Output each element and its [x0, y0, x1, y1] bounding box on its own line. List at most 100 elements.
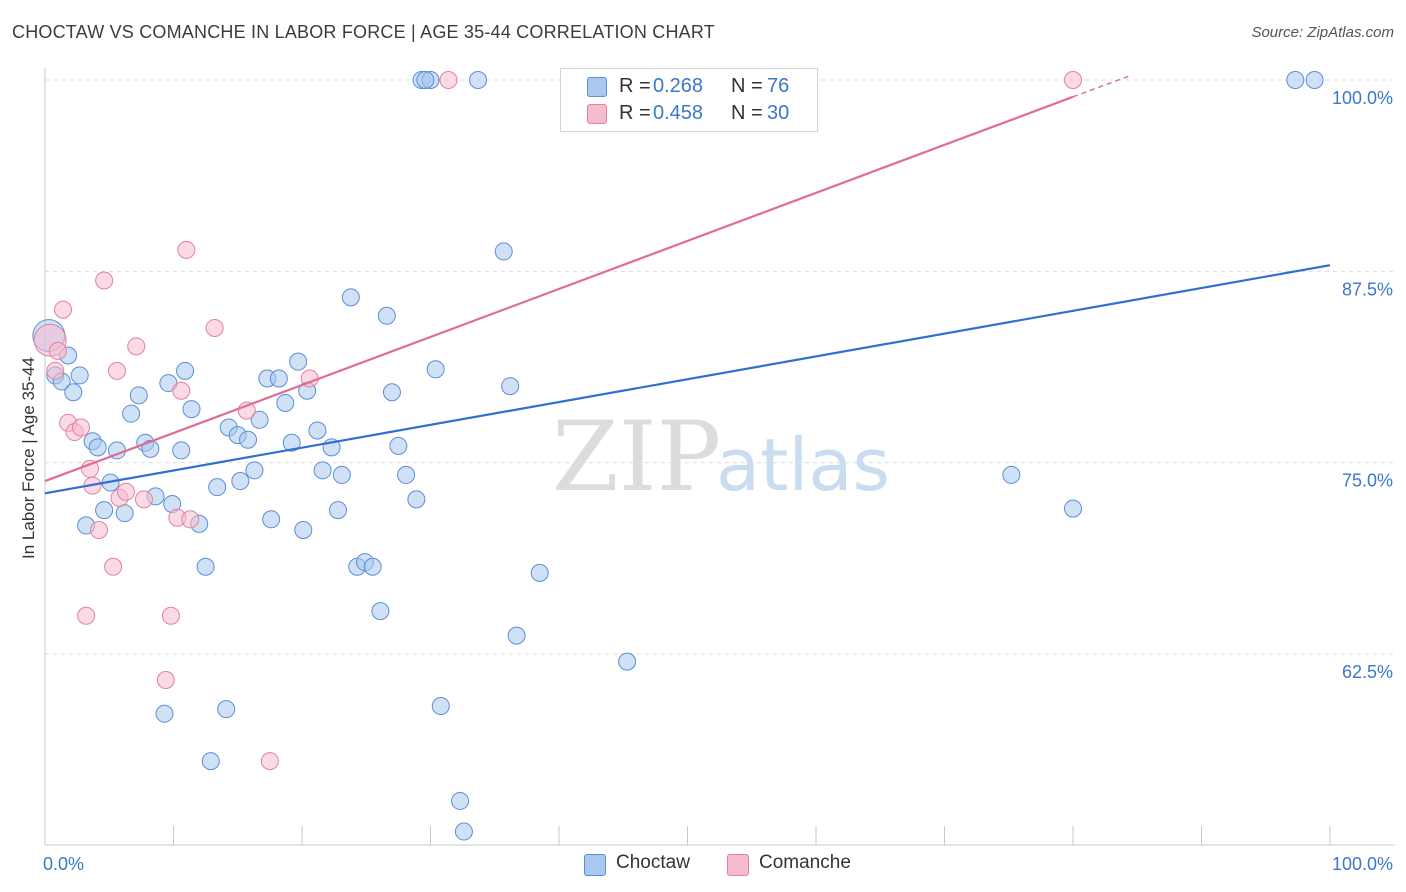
choctaw-point: [141, 439, 160, 458]
comanche-point: [48, 341, 67, 360]
choctaw-point: [129, 386, 148, 405]
choctaw-point: [282, 433, 301, 452]
bottom-legend-swatch-comanche: [727, 854, 749, 876]
legend-n-label: N =: [731, 102, 763, 124]
choctaw-trendline: [44, 264, 1331, 495]
choctaw-point: [530, 563, 549, 582]
choctaw-point: [371, 602, 390, 621]
legend-box: R = 0.268 N = 76 R = 0.458 N = 30: [560, 68, 818, 132]
choctaw-point: [1305, 71, 1324, 89]
comanche-point: [172, 381, 191, 400]
y-tick-label: 75.0%: [1342, 471, 1393, 491]
choctaw-point: [269, 369, 288, 388]
choctaw-point: [469, 71, 488, 89]
choctaw-point: [618, 652, 637, 671]
choctaw-point: [397, 465, 416, 484]
tick-labels: 100.0% 87.5% 75.0% 62.5% 0.0% 100.0%: [43, 88, 1393, 874]
choctaw-point: [208, 478, 227, 497]
comanche-point: [127, 337, 146, 356]
watermark-atlas: atlas: [716, 423, 890, 507]
choctaw-point: [64, 383, 83, 402]
axes: [44, 68, 1395, 846]
comanche-point: [46, 361, 65, 380]
legend-r-label: R =: [619, 102, 651, 124]
comanche-points: [33, 71, 1082, 771]
choctaw-point: [363, 557, 382, 576]
comanche-point: [77, 606, 96, 625]
choctaw-point: [122, 404, 141, 423]
bottom-legend-label-comanche: Comanche: [759, 852, 851, 873]
comanche-point: [181, 510, 200, 529]
comanche-point: [156, 671, 175, 690]
choctaw-point: [494, 242, 513, 261]
y-axis-label: In Labor Force | Age 35-44: [19, 357, 38, 559]
choctaw-point: [276, 393, 295, 412]
choctaw-point: [294, 521, 313, 540]
x-tick-label-min: 0.0%: [43, 854, 84, 874]
choctaw-point: [115, 504, 134, 523]
choctaw-point: [289, 352, 308, 371]
choctaw-point: [70, 366, 89, 385]
legend-r-label: R =: [619, 75, 651, 97]
comanche-point: [177, 240, 196, 259]
choctaw-point: [201, 752, 220, 771]
y-tick-label: 100.0%: [1332, 88, 1393, 108]
choctaw-point: [196, 557, 215, 576]
choctaw-point: [389, 436, 408, 455]
chart-title: CHOCTAW VS COMANCHE IN LABOR FORCE | AGE…: [12, 22, 715, 42]
choctaw-point: [407, 490, 426, 509]
grid-lines: [45, 79, 1395, 655]
choctaw-point: [426, 360, 445, 379]
choctaw-point: [155, 704, 174, 723]
choctaw-point: [1064, 499, 1082, 518]
bottom-legend-swatch-choctaw: [584, 854, 606, 876]
watermark-zip: ZIP: [552, 401, 721, 513]
choctaw-point: [377, 306, 396, 325]
choctaw-point: [431, 697, 450, 716]
comanche-point: [134, 490, 153, 509]
choctaw-point: [501, 377, 520, 396]
choctaw-point: [507, 626, 526, 645]
choctaw-point: [308, 421, 327, 440]
choctaw-point: [217, 700, 236, 719]
choctaw-point: [1002, 465, 1021, 484]
choctaw-point: [88, 438, 107, 457]
comanche-point: [260, 752, 279, 771]
comanche-point: [104, 557, 123, 576]
choctaw-point: [245, 461, 264, 480]
comanche-point: [1064, 71, 1082, 89]
choctaw-point: [341, 288, 360, 307]
choctaw-point: [416, 71, 435, 89]
source-label: Source: ZipAtlas.com: [1251, 24, 1394, 41]
watermark: ZIP atlas: [552, 401, 890, 513]
comanche-point: [71, 418, 90, 437]
x-tick-label-max: 100.0%: [1332, 854, 1393, 874]
comanche-point: [116, 482, 135, 501]
choctaw-point: [182, 400, 201, 419]
choctaw-point: [95, 501, 114, 520]
legend-r-value: 0.458: [653, 102, 704, 124]
comanche-point: [161, 606, 180, 625]
choctaw-point: [262, 510, 281, 529]
trendlines: [44, 74, 1331, 495]
comanche-point: [107, 361, 126, 380]
legend-r-value: 0.268: [653, 75, 704, 97]
comanche-point: [53, 300, 72, 319]
y-tick-label: 62.5%: [1342, 662, 1393, 682]
choctaw-point: [231, 472, 250, 491]
y-tick-label: 87.5%: [1342, 279, 1393, 299]
legend-swatch-choctaw: [587, 77, 607, 97]
choctaw-point: [313, 461, 332, 480]
legend-n-value: 30: [767, 102, 790, 124]
legend-swatch-comanche: [587, 104, 607, 124]
comanche-point: [205, 318, 224, 337]
legend-n-value: 76: [767, 75, 790, 97]
choctaw-point: [328, 501, 347, 520]
comanche-point: [95, 271, 114, 290]
choctaw-point: [172, 441, 191, 460]
comanche-point: [89, 521, 108, 540]
choctaw-point: [1286, 71, 1305, 89]
choctaw-point: [451, 791, 470, 810]
bottom-legend-label-choctaw: Choctaw: [616, 852, 690, 873]
